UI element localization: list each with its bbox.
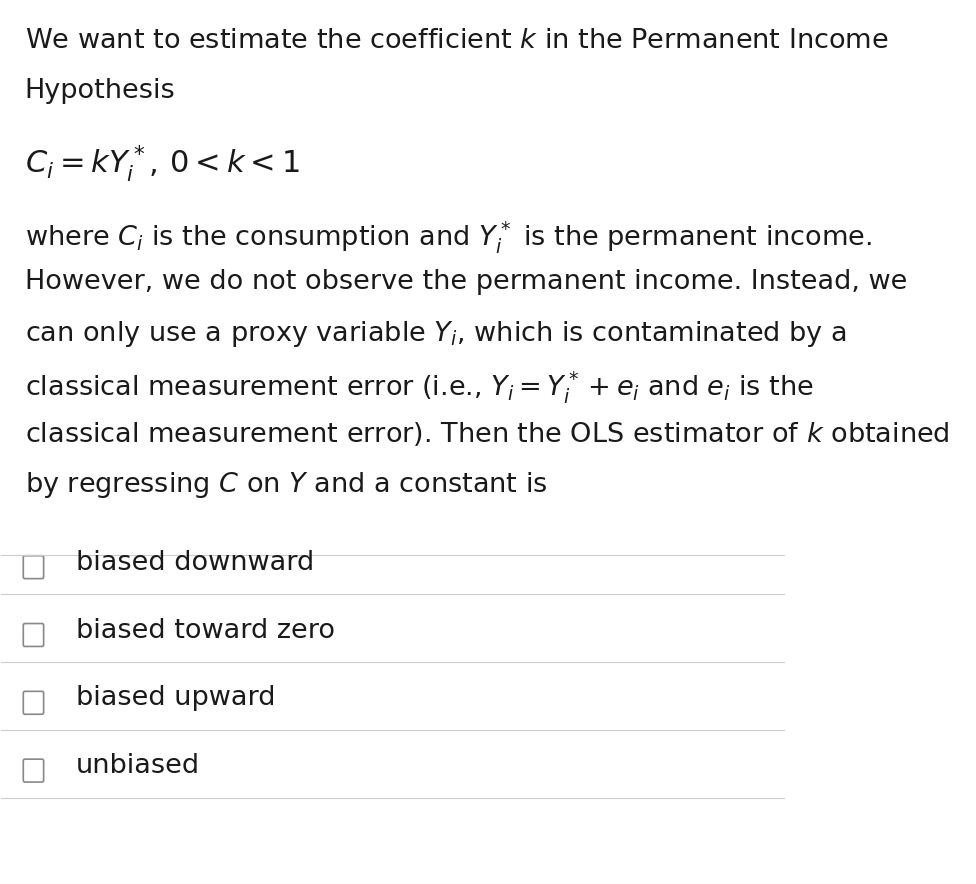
Text: biased upward: biased upward bbox=[76, 685, 275, 712]
Text: where $C_i$ is the consumption and $Y_i^*$ is the permanent income.: where $C_i$ is the consumption and $Y_i^… bbox=[24, 218, 872, 255]
Text: classical measurement error). Then the OLS estimator of $k$ obtained: classical measurement error). Then the O… bbox=[24, 420, 950, 447]
Text: Hypothesis: Hypothesis bbox=[24, 78, 176, 104]
Text: can only use a proxy variable $Y_i$, which is contaminated by a: can only use a proxy variable $Y_i$, whi… bbox=[24, 319, 846, 349]
Text: biased toward zero: biased toward zero bbox=[76, 618, 335, 644]
Text: biased downward: biased downward bbox=[76, 550, 314, 575]
FancyBboxPatch shape bbox=[23, 759, 44, 782]
Text: We want to estimate the coefficient $k$ in the Permanent Income: We want to estimate the coefficient $k$ … bbox=[24, 27, 888, 54]
Text: unbiased: unbiased bbox=[76, 753, 200, 779]
FancyBboxPatch shape bbox=[23, 623, 44, 646]
Text: However, we do not observe the permanent income. Instead, we: However, we do not observe the permanent… bbox=[24, 269, 908, 295]
Text: by regressing $C$ on $Y$ and a constant is: by regressing $C$ on $Y$ and a constant … bbox=[24, 470, 548, 499]
Text: $C_i = kY_i^*,\, 0 < k < 1$: $C_i = kY_i^*,\, 0 < k < 1$ bbox=[24, 143, 300, 185]
FancyBboxPatch shape bbox=[23, 691, 44, 714]
FancyBboxPatch shape bbox=[23, 556, 44, 579]
Text: classical measurement error (i.e., $Y_i = Y_i^* + e_i$ and $e_i$ is the: classical measurement error (i.e., $Y_i … bbox=[24, 370, 814, 406]
